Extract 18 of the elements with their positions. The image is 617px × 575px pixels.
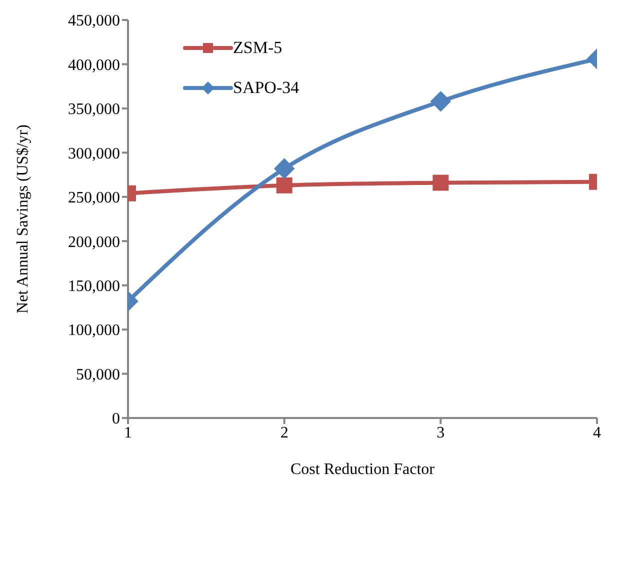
x-tick-label: 1 — [124, 424, 132, 442]
x-tick-label: 3 — [436, 424, 445, 442]
y-tick-label: 450,000 — [68, 12, 120, 30]
y-tick-label: 350,000 — [68, 101, 120, 118]
y-tick-label: 100,000 — [68, 322, 120, 340]
x-axis-title: Cost Reduction Factor — [290, 461, 436, 478]
y-tick-label: 150,000 — [68, 278, 120, 296]
x-tick-label: 2 — [280, 424, 288, 442]
y-tick-label: 300,000 — [68, 145, 120, 162]
legend-label: SAPO-34 — [233, 78, 300, 98]
y-tick-label: 400,000 — [68, 56, 120, 74]
y-tick-label: 200,000 — [68, 234, 120, 251]
y-tick-label: 50,000 — [76, 366, 120, 384]
y-axis-title: Net Annual Savings (US$/yr) — [14, 124, 32, 314]
legend-label: ZSM-5 — [233, 38, 282, 58]
y-tick-label: 250,000 — [68, 190, 120, 207]
y-tick-label: 0 — [112, 410, 120, 428]
x-tick-label: 4 — [593, 424, 601, 442]
